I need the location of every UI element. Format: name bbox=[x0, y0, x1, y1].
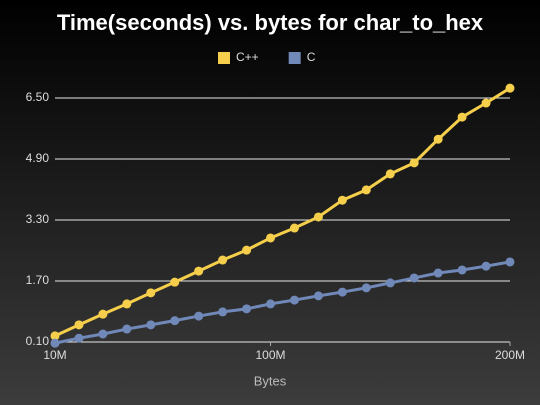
data-point bbox=[289, 295, 299, 305]
data-point bbox=[218, 307, 228, 317]
x-tick-label: 10M bbox=[43, 348, 66, 362]
data-point bbox=[505, 83, 515, 93]
legend-swatch bbox=[218, 52, 230, 64]
data-point bbox=[409, 273, 419, 283]
data-point bbox=[98, 329, 108, 339]
y-tick-label: 0.10 bbox=[26, 334, 50, 348]
data-point bbox=[194, 311, 204, 321]
data-point bbox=[170, 316, 180, 326]
data-point bbox=[122, 324, 132, 334]
chart-title: Time(seconds) vs. bytes for char_to_hex bbox=[57, 10, 484, 35]
data-point bbox=[266, 299, 276, 309]
data-point bbox=[146, 320, 156, 330]
data-point bbox=[218, 255, 228, 265]
x-tick-label: 100M bbox=[256, 348, 286, 362]
data-point bbox=[361, 283, 371, 293]
y-tick-label: 4.90 bbox=[26, 151, 50, 165]
data-point bbox=[505, 257, 515, 267]
y-tick-label: 3.30 bbox=[26, 212, 50, 226]
data-point bbox=[74, 333, 84, 343]
data-point bbox=[313, 212, 323, 222]
data-point bbox=[194, 266, 204, 276]
y-tick-label: 1.70 bbox=[26, 273, 50, 287]
data-point bbox=[433, 268, 443, 278]
data-point bbox=[242, 245, 252, 255]
data-point bbox=[74, 320, 84, 330]
data-point bbox=[289, 223, 299, 233]
data-point bbox=[170, 277, 180, 287]
data-point bbox=[337, 195, 347, 205]
data-point bbox=[98, 309, 108, 319]
data-point bbox=[409, 158, 419, 168]
data-point bbox=[361, 185, 371, 195]
x-tick-label: 200M bbox=[495, 348, 525, 362]
data-point bbox=[433, 134, 443, 144]
data-point bbox=[313, 291, 323, 301]
data-point bbox=[457, 265, 467, 275]
data-point bbox=[337, 287, 347, 297]
legend-label: C bbox=[307, 50, 316, 64]
x-axis-label: Bytes bbox=[254, 373, 287, 388]
data-point bbox=[122, 299, 132, 309]
y-tick-label: 6.50 bbox=[26, 90, 50, 104]
data-point bbox=[385, 169, 395, 179]
legend-swatch bbox=[288, 52, 301, 64]
data-point bbox=[242, 304, 252, 314]
data-point bbox=[457, 112, 467, 122]
legend-label: C++ bbox=[236, 50, 259, 64]
data-point bbox=[266, 233, 276, 243]
data-point bbox=[50, 331, 60, 341]
data-point bbox=[481, 98, 491, 108]
data-point bbox=[50, 338, 60, 348]
data-point bbox=[481, 261, 491, 271]
data-point bbox=[146, 288, 156, 298]
data-point bbox=[385, 278, 395, 288]
